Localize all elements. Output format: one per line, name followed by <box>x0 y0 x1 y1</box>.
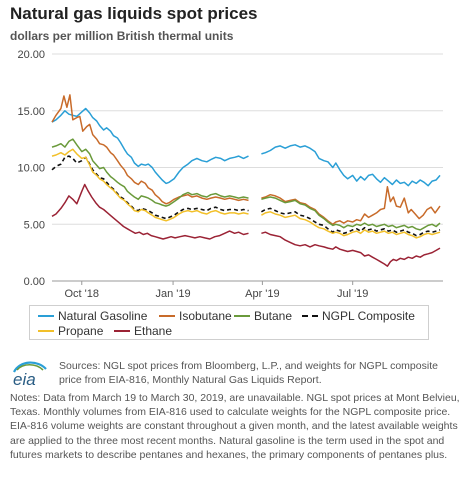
x-tick-label: Jul '19 <box>337 288 368 300</box>
x-tick-label: Apr '19 <box>245 288 280 300</box>
legend-item-ngpl-composite: NGPL Composite <box>302 309 415 323</box>
legend-label: Butane <box>254 309 293 323</box>
legend-swatch-natural-gasoline <box>38 315 54 317</box>
footnotes: Notes: Data from March 19 to March 30, 2… <box>10 392 460 461</box>
chart-subtitle: dollars per million British thermal unit… <box>10 29 234 43</box>
series-line-natural-gasoline <box>261 144 441 187</box>
series-line-ethane <box>51 183 249 240</box>
y-tick-label: 15.00 <box>17 106 45 118</box>
chart-legend: Natural Gasoline Isobutane Butane NGPL C… <box>29 305 429 340</box>
series-line-butane <box>51 138 249 207</box>
y-tick-label: 0.00 <box>24 276 45 288</box>
series-line-ngpl-composite <box>261 207 441 237</box>
series-line-isobutane <box>261 186 441 226</box>
eia-logo-icon: eia <box>13 361 47 387</box>
legend-label: Isobutane <box>179 309 232 323</box>
legend-item-isobutane: Isobutane <box>159 309 232 323</box>
legend-item-ethane: Ethane <box>114 324 172 338</box>
x-tick-label: Jan '19 <box>156 288 191 300</box>
legend-label: Propane <box>58 324 104 338</box>
legend-swatch-ngpl-composite <box>302 315 318 317</box>
legend-label: Ethane <box>134 324 173 338</box>
legend-item-propane: Propane <box>38 324 103 338</box>
series-line-natural-gasoline <box>51 107 249 185</box>
legend-swatch-isobutane <box>159 315 175 317</box>
legend-label: Natural Gasoline <box>58 309 148 323</box>
legend-swatch-propane <box>38 330 54 332</box>
x-tick-label: Oct '18 <box>65 288 100 300</box>
legend-item-butane: Butane <box>234 309 292 323</box>
series-line-propane <box>261 211 441 239</box>
chart-title: Natural gas liquids spot prices <box>10 4 258 23</box>
series-line-butane <box>261 196 441 231</box>
series-line-propane <box>51 148 249 222</box>
line-chart: 0.00 5.00 10.00 15.00 20.00 Oct '18 Jan '19 Apr… <box>17 49 443 300</box>
y-tick-label: 20.00 <box>17 49 45 61</box>
eia-logo-text: eia <box>13 370 36 387</box>
sources-note: Sources: NGL spot prices from Bloomberg,… <box>59 360 438 386</box>
series-line-isobutane <box>51 94 249 205</box>
legend-item-natural-gasoline: Natural Gasoline <box>38 309 147 323</box>
legend-label: NGPL Composite <box>322 309 415 323</box>
y-tick-label: 5.00 <box>24 219 45 231</box>
series-line-ethane <box>261 231 441 267</box>
legend-swatch-ethane <box>114 330 130 332</box>
y-tick-label: 10.00 <box>17 163 45 175</box>
legend-swatch-butane <box>234 315 250 317</box>
